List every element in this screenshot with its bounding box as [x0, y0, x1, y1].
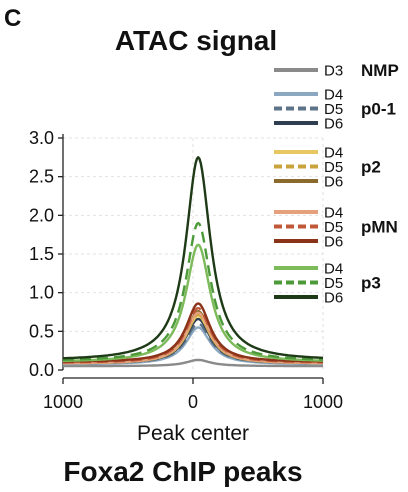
legend-day-label: D4	[324, 87, 343, 104]
legend-group-label: p3	[361, 274, 381, 293]
legend-day-label: D4	[324, 261, 343, 278]
legend-day-label: D6	[324, 290, 343, 307]
y-tick-label: 1.0	[29, 283, 54, 303]
legend-day-label: D5	[324, 219, 343, 236]
legend-day-label: D5	[324, 159, 343, 176]
legend-day-label: D5	[324, 101, 343, 118]
y-tick-label: 0.5	[29, 321, 54, 341]
chart-title: ATAC signal	[115, 25, 277, 56]
y-tick-label: 2.0	[29, 205, 54, 225]
legend-group-label: pMN	[361, 218, 398, 237]
y-tick-label: 1.5	[29, 244, 54, 264]
series-line-pmn-d6	[62, 302, 323, 363]
x-axis-label: Peak center	[137, 422, 249, 445]
y-tick-label: 3.0	[29, 128, 54, 148]
y-tick-label: 2.5	[29, 167, 54, 187]
x-tick-label: 1000	[303, 392, 343, 412]
plot-area: 0.0 0.5 1.0 1.5 2.0 2.5 3.0 1000 0 1000	[29, 128, 343, 412]
legend-day-label: D4	[324, 145, 343, 162]
legend-day-label: D6	[324, 234, 343, 251]
legend-day-label: D4	[324, 205, 343, 222]
series-line-p3-d5	[63, 221, 323, 361]
legend-group-label: p2	[361, 158, 381, 177]
x-tick-label: 0	[188, 392, 198, 412]
series-line-p3-d6	[62, 156, 324, 360]
x-tick-label: 1000	[43, 392, 83, 412]
legend-day-label: D6	[324, 116, 343, 133]
panel-label: C	[4, 5, 21, 32]
legend-group-label: p0-1	[361, 100, 396, 119]
legend-group-label: NMP	[361, 61, 399, 80]
series-line-nmp-d3	[63, 358, 323, 368]
legend-day-label: D6	[324, 174, 343, 191]
series-line-p3-d4	[62, 243, 323, 363]
chart-subtitle: Foxa2 ChIP peaks	[63, 456, 302, 487]
legend-day-label: D3	[324, 63, 343, 80]
legend-day-label: D5	[324, 275, 343, 292]
y-tick-label: 0.0	[29, 360, 54, 380]
